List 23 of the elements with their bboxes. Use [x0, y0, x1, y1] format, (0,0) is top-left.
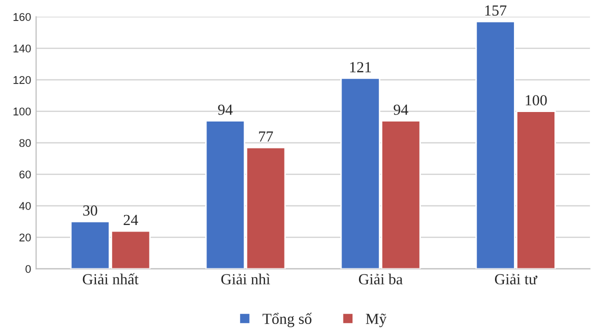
- y-tick-label: 80: [19, 139, 31, 147]
- y-tick-label: 100: [14, 108, 31, 116]
- x-tick-label: Giải ba: [358, 274, 403, 284]
- data-label: 100: [526, 95, 547, 106]
- y-tick-label: 20: [19, 234, 31, 242]
- legend-label: Mỹ: [366, 314, 387, 328]
- x-tick-label: Giải nhất: [82, 273, 139, 284]
- data-label: 24: [124, 214, 138, 225]
- y-tick-label: 0: [26, 265, 31, 273]
- x-tick-label: Giải nhì: [221, 274, 270, 284]
- data-label: 77: [259, 131, 273, 142]
- y-tick-label: 40: [19, 202, 31, 210]
- y-tick-label: 120: [14, 76, 31, 84]
- x-tick-label: Giải tư: [494, 274, 538, 284]
- data-label: 94: [394, 104, 408, 115]
- data-label: 121: [350, 62, 371, 72]
- data-label: 157: [485, 5, 506, 16]
- y-tick-label: 140: [14, 44, 31, 52]
- data-label: 94: [218, 104, 233, 115]
- y-tick-label: 60: [19, 170, 31, 178]
- y-tick-label: 160: [14, 13, 31, 21]
- legend-label: Tổng số: [262, 312, 312, 328]
- data-label: 30: [83, 205, 98, 216]
